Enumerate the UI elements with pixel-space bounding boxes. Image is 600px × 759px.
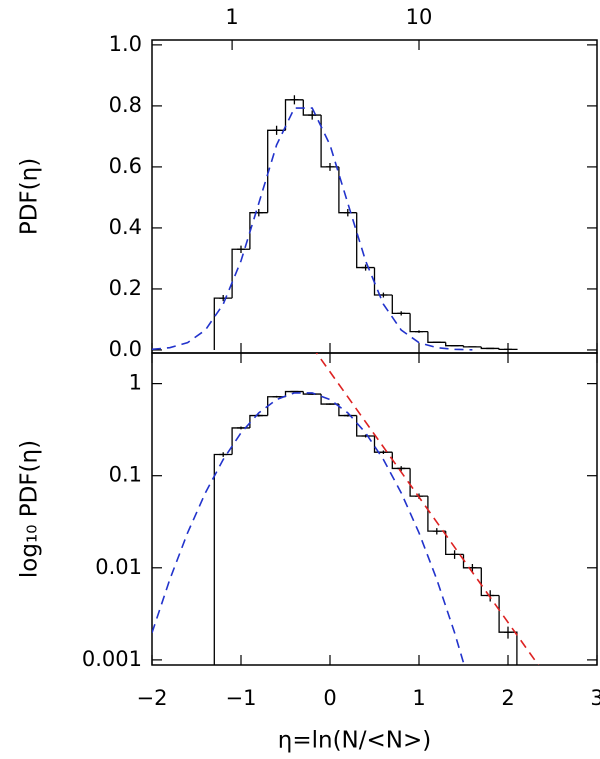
error-bar bbox=[272, 125, 281, 135]
y-tick-label: 1.0 bbox=[109, 32, 142, 56]
x-tick-label: 2 bbox=[501, 686, 514, 710]
histogram-bin bbox=[427, 331, 446, 343]
error-bar bbox=[272, 395, 281, 398]
histogram-bin bbox=[213, 297, 233, 350]
error-bar bbox=[326, 403, 334, 405]
histogram-bin bbox=[267, 129, 286, 213]
error-bar bbox=[415, 330, 423, 333]
histogram-bin bbox=[320, 394, 339, 405]
y-tick-label: 0.001 bbox=[82, 647, 142, 671]
plot-area bbox=[152, 95, 518, 351]
error-bar bbox=[432, 341, 441, 343]
y-tick-label: 0.4 bbox=[109, 215, 142, 239]
y-tick-label: 0.6 bbox=[109, 154, 142, 178]
x-tick-label: 0 bbox=[323, 686, 336, 710]
histogram-bin bbox=[427, 496, 446, 532]
error-bar bbox=[450, 345, 459, 347]
error-bar bbox=[237, 245, 245, 253]
y-tick-label: 0.8 bbox=[109, 93, 142, 117]
y-tick-label: 1 bbox=[129, 371, 142, 395]
x-tick-label: 3 bbox=[590, 686, 600, 710]
histogram-bin bbox=[267, 396, 286, 416]
histogram-bin bbox=[284, 99, 304, 131]
histogram-bin bbox=[391, 452, 411, 470]
error-bar bbox=[486, 590, 495, 602]
error-bar bbox=[290, 390, 299, 393]
error-bar bbox=[219, 452, 228, 457]
y-tick-label: 0.2 bbox=[109, 276, 142, 300]
error-bar bbox=[504, 626, 512, 639]
error-bar bbox=[326, 162, 334, 171]
error-bar bbox=[290, 95, 299, 105]
y-tick-label: 0.01 bbox=[95, 555, 142, 579]
x-axis-title: η=ln(N/<N>) bbox=[278, 728, 431, 754]
x2-tick-label: 10 bbox=[406, 5, 433, 29]
y-axis-title: PDF(η) bbox=[17, 158, 43, 235]
y-axis-title: log₁₀ PDF(η) bbox=[17, 440, 43, 578]
error-bar bbox=[379, 450, 388, 455]
error-bar bbox=[450, 550, 459, 559]
x-tick-label: 1 bbox=[412, 686, 425, 710]
histogram-bin bbox=[231, 427, 250, 455]
x-tick-label: −1 bbox=[226, 686, 257, 710]
fit-line bbox=[152, 107, 473, 351]
error-bar bbox=[468, 346, 477, 348]
fit-line bbox=[315, 353, 540, 665]
y-tick-label: 0.1 bbox=[109, 463, 142, 487]
histogram-bin bbox=[409, 468, 428, 497]
error-bar bbox=[397, 466, 406, 471]
x2-tick-label: 1 bbox=[225, 5, 238, 29]
plot-frame bbox=[151, 352, 598, 666]
error-bar bbox=[397, 311, 406, 316]
plot-area bbox=[152, 353, 540, 665]
error-bar bbox=[237, 426, 245, 430]
histogram-bin bbox=[249, 212, 268, 250]
fit-line bbox=[152, 392, 466, 665]
histogram-bin bbox=[320, 115, 339, 168]
histogram-bin bbox=[249, 414, 268, 428]
plot-frame bbox=[151, 39, 598, 354]
x-tick-label: −2 bbox=[137, 686, 168, 710]
y-tick-label: 0.0 bbox=[109, 337, 142, 361]
histogram-bin bbox=[213, 453, 233, 665]
histogram-bin bbox=[231, 248, 250, 299]
error-bar bbox=[432, 528, 441, 535]
histogram-bin bbox=[409, 313, 428, 333]
histogram-bin bbox=[391, 295, 411, 314]
error-bar bbox=[379, 292, 388, 298]
